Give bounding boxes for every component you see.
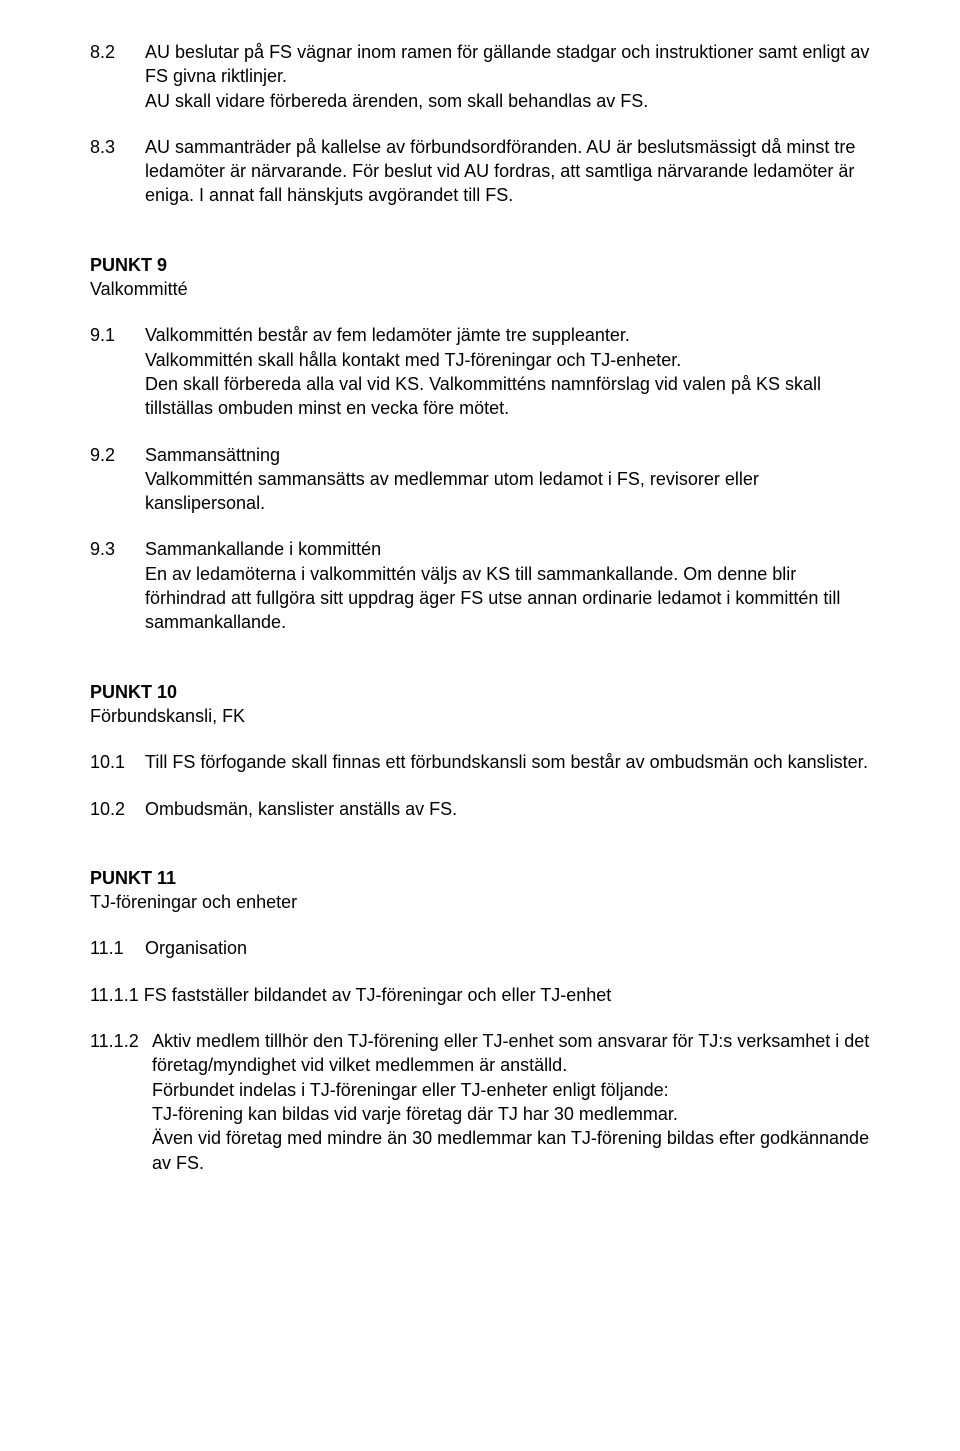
paragraph-number: 8.2: [90, 40, 145, 113]
paragraph-11-1-2: 11.1.2Aktiv medlem tillhör den TJ-föreni…: [90, 1029, 870, 1175]
paragraph-lead: Sammansättning: [145, 445, 280, 465]
paragraph-number: 9.3: [90, 537, 145, 634]
paragraph-8-2: 8.2 AU beslutar på FS vägnar inom ramen …: [90, 40, 870, 113]
paragraph-11-1: 11.1 Organisation: [90, 936, 870, 960]
paragraph-10-1: 10.1 Till FS förfogande skall finnas ett…: [90, 750, 870, 774]
paragraph-9-1: 9.1 Valkommittén består av fem ledamöter…: [90, 323, 870, 420]
italic-dot: .: [864, 752, 869, 772]
paragraph-text: Till FS förfogande skall finnas ett förb…: [145, 752, 864, 772]
subheading-tj-foreningar: TJ-föreningar och enheter: [90, 890, 870, 914]
paragraph-number: 10.2: [90, 797, 145, 821]
paragraph-body: AU sammanträder på kallelse av förbundso…: [145, 135, 870, 208]
paragraph-number: 9.1: [90, 323, 145, 420]
paragraph-body: Sammansättning Valkommittén sammansätts …: [145, 443, 870, 516]
paragraph-body: Valkommittén består av fem ledamöter jäm…: [145, 323, 870, 420]
paragraph-9-3: 9.3 Sammankallande i kommittén En av led…: [90, 537, 870, 634]
paragraph-number: 9.2: [90, 443, 145, 516]
paragraph-body: Ombudsmän, kanslister anställs av FS.: [145, 797, 870, 821]
paragraph-10-2: 10.2 Ombudsmän, kanslister anställs av F…: [90, 797, 870, 821]
paragraph-number: 8.3: [90, 135, 145, 208]
paragraph-text: Valkommittén sammansätts av medlemmar ut…: [145, 469, 759, 513]
paragraph-text: En av ledamöterna i valkommittén väljs a…: [145, 564, 840, 633]
paragraph-11-1-1: 11.1.1 FS fastställer bildandet av TJ-fö…: [90, 983, 870, 1007]
paragraph-body: Till FS förfogande skall finnas ett förb…: [145, 750, 870, 774]
paragraph-body: AU beslutar på FS vägnar inom ramen för …: [145, 40, 870, 113]
heading-punkt-11: PUNKT 11: [90, 866, 870, 890]
paragraph-number: 10.1: [90, 750, 145, 774]
paragraph-number: 11.1.2: [90, 1029, 152, 1175]
heading-punkt-9: PUNKT 9: [90, 253, 870, 277]
paragraph-9-2: 9.2 Sammansättning Valkommittén sammansä…: [90, 443, 870, 516]
paragraph-8-3: 8.3 AU sammanträder på kallelse av förbu…: [90, 135, 870, 208]
paragraph-lead: Sammankallande i kommittén: [145, 539, 381, 559]
subheading-valkommitte: Valkommitté: [90, 277, 870, 301]
paragraph-body: Aktiv medlem tillhör den TJ-förening ell…: [152, 1029, 870, 1175]
paragraph-number: 11.1: [90, 936, 145, 960]
paragraph-body: Organisation: [145, 936, 870, 960]
heading-punkt-10: PUNKT 10: [90, 680, 870, 704]
document-page: 8.2 AU beslutar på FS vägnar inom ramen …: [0, 0, 960, 1451]
paragraph-body: Sammankallande i kommittén En av ledamöt…: [145, 537, 870, 634]
subheading-forbundskansli: Förbundskansli, FK: [90, 704, 870, 728]
